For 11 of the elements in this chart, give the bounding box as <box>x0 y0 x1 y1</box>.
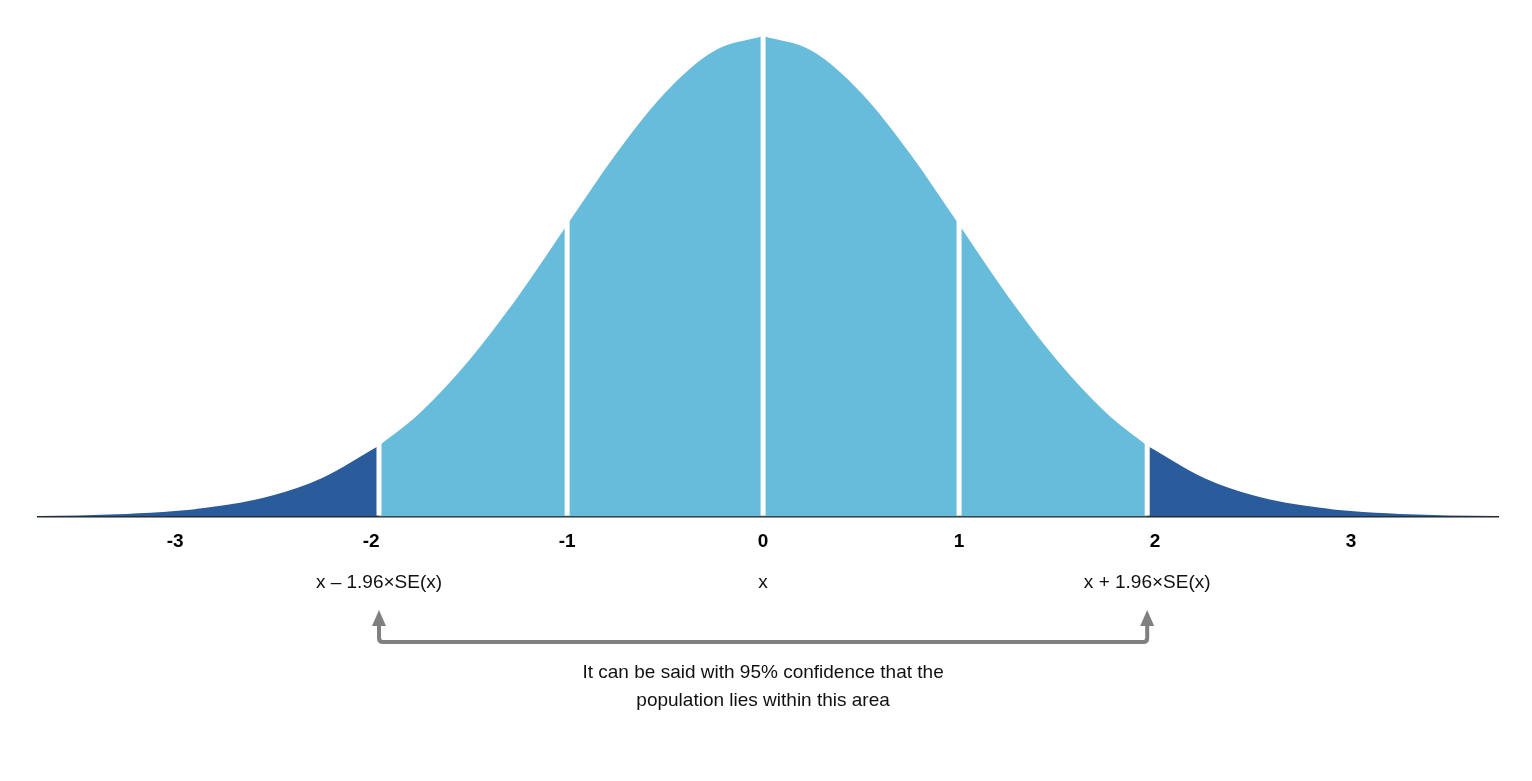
x-tick-label: 0 <box>757 530 769 552</box>
x-tick-label: -3 <box>166 530 184 552</box>
x-tick-label: -1 <box>558 530 576 552</box>
x-tick-label: -2 <box>362 530 380 552</box>
x2-tick-label: x – 1.96×SE(x) <box>315 570 443 592</box>
x2-tick-label: x <box>758 570 769 592</box>
x-tick-label: 3 <box>1345 530 1357 552</box>
text: It can be said with 95% confidence that the population lies within this area <box>581 660 945 712</box>
x-tick-label: 1 <box>953 530 965 552</box>
x2-tick-label: x + 1.96×SE(x) <box>1083 570 1211 592</box>
x-tick-label: 2 <box>1149 530 1161 552</box>
